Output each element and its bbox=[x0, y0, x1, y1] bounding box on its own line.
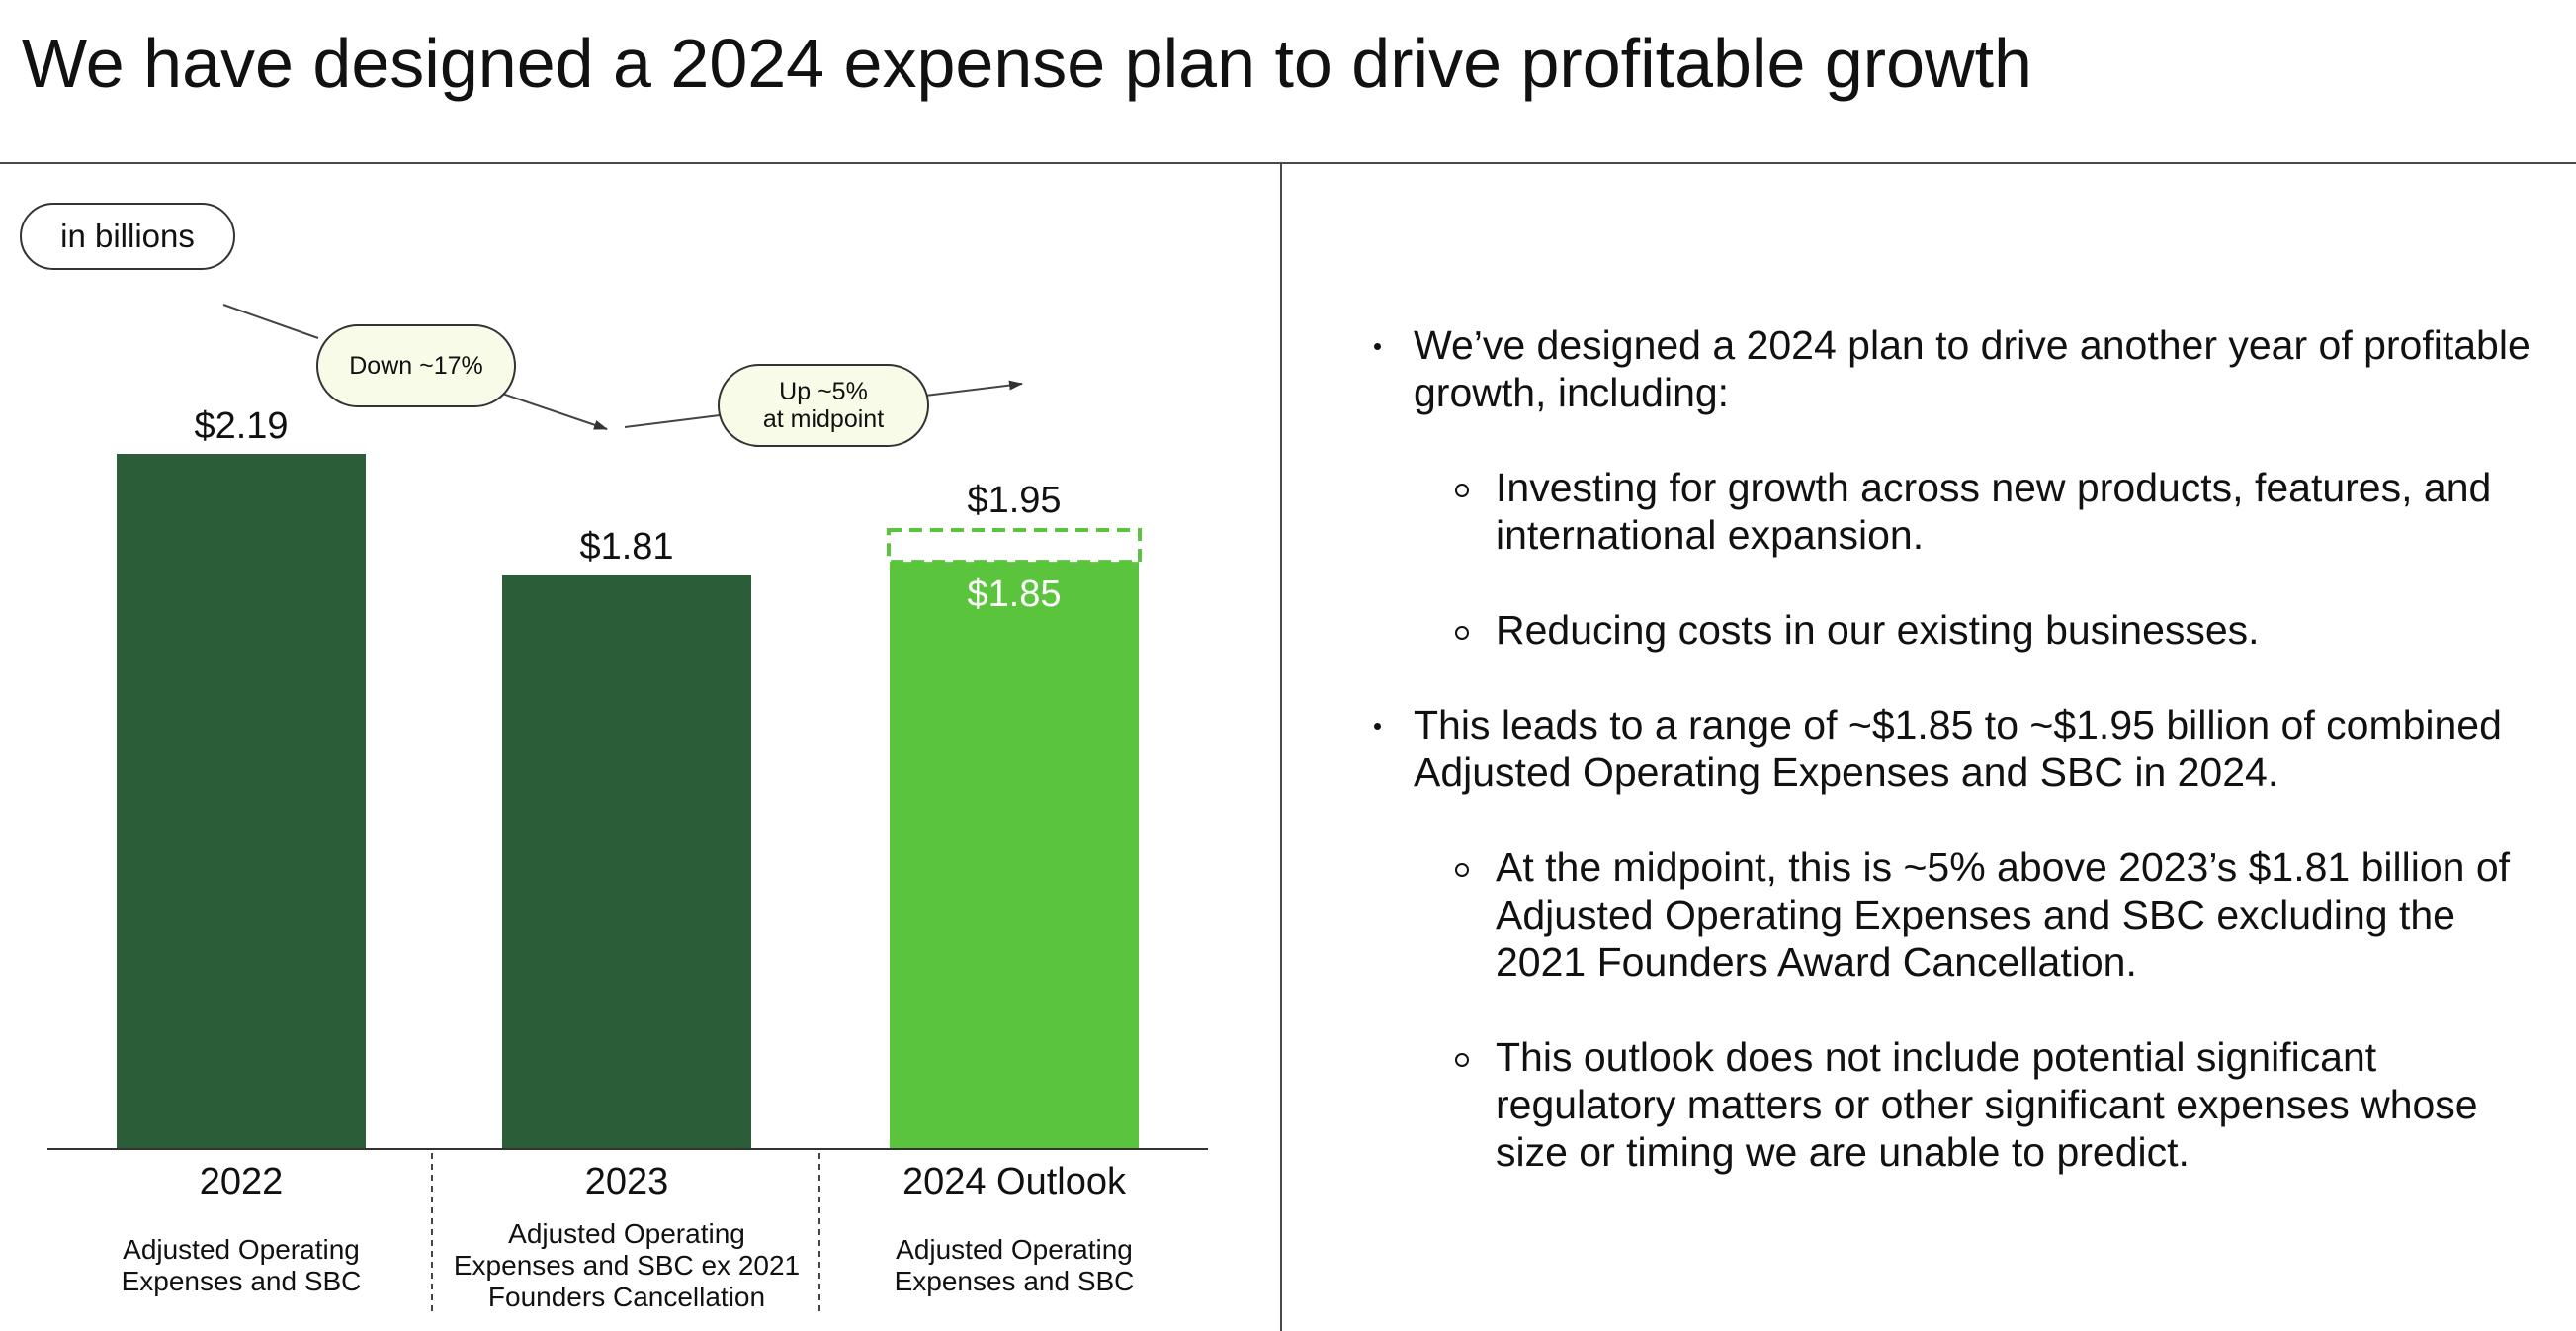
sub-bullet-item: Reducing costs in our existing businesse… bbox=[1368, 606, 2554, 654]
category-sublabel-line: Founders Cancellation bbox=[487, 1282, 766, 1312]
category-sublabel-line: Adjusted Operating bbox=[896, 1234, 1133, 1265]
category-sublabel-line: Adjusted Operating bbox=[123, 1234, 360, 1265]
sub-bullet-item: Investing for growth across new products… bbox=[1368, 464, 2554, 559]
category-sublabel-line: Expenses and SBC bbox=[894, 1266, 1135, 1296]
commentary-bullets: We’ve designed a 2024 plan to drive anot… bbox=[1368, 321, 2554, 1223]
bar-2022 bbox=[117, 454, 366, 1149]
unit-label-pill: in billions bbox=[20, 203, 235, 270]
value-label-2023: $1.81 bbox=[579, 526, 673, 568]
bullet-item: We’ve designed a 2024 plan to drive anot… bbox=[1368, 321, 2554, 416]
column-divider bbox=[1280, 162, 1282, 1331]
bar-2023 bbox=[502, 574, 751, 1149]
value-label-outlook-high: $1.95 bbox=[967, 480, 1061, 521]
arrow-up-segment-1 bbox=[624, 414, 721, 428]
category-label: 2022 bbox=[199, 1161, 284, 1202]
category-sublabel: Adjusted Operating Expenses and SBC ex 20… bbox=[434, 1218, 819, 1313]
category-sublabel: Adjusted Operating Expenses and SBC bbox=[821, 1234, 1207, 1297]
change-callout-down: Down ~17% bbox=[316, 324, 516, 407]
sub-bullet-item: This outlook does not include potential … bbox=[1368, 1033, 2554, 1176]
category-label: 2024 Outlook bbox=[902, 1161, 1127, 1202]
arrow-down-segment-2 bbox=[501, 393, 608, 430]
unit-label: in billions bbox=[60, 218, 195, 254]
category-sublabel-line: Adjusted Operating bbox=[508, 1218, 745, 1249]
category-sublabel-line: Expenses and SBC bbox=[121, 1266, 362, 1296]
page-title: We have designed a 2024 expense plan to … bbox=[22, 25, 2032, 102]
change-callout-up: Up ~5% at midpoint bbox=[718, 364, 929, 447]
callout-up-line-1: Up ~5% bbox=[779, 378, 868, 405]
title-divider bbox=[0, 162, 2576, 164]
bar-chart: $2.19 $1.81 $1.85 $1.95 bbox=[47, 304, 1208, 1313]
category-sublabel-line: Expenses and SBC ex 2021 bbox=[453, 1250, 801, 1281]
outlook-range-box bbox=[887, 528, 1142, 565]
value-label-outlook-low: $1.85 bbox=[967, 574, 1061, 615]
bullet-item: This leads to a range of ~$1.85 to ~$1.9… bbox=[1368, 701, 2554, 796]
arrow-up-segment-2 bbox=[924, 380, 1023, 397]
sub-bullet-item: At the midpoint, this is ~5% above 2023’… bbox=[1368, 843, 2554, 986]
category-label: 2023 bbox=[584, 1161, 669, 1202]
arrow-down-segment-1 bbox=[222, 304, 319, 339]
value-label-2022: $2.19 bbox=[194, 405, 288, 447]
category-sublabel: Adjusted Operating Expenses and SBC bbox=[48, 1234, 434, 1297]
bar-2024-outlook bbox=[890, 562, 1139, 1149]
callout-up-line-2: at midpoint bbox=[762, 405, 885, 433]
callout-down-text: Down ~17% bbox=[349, 352, 483, 380]
